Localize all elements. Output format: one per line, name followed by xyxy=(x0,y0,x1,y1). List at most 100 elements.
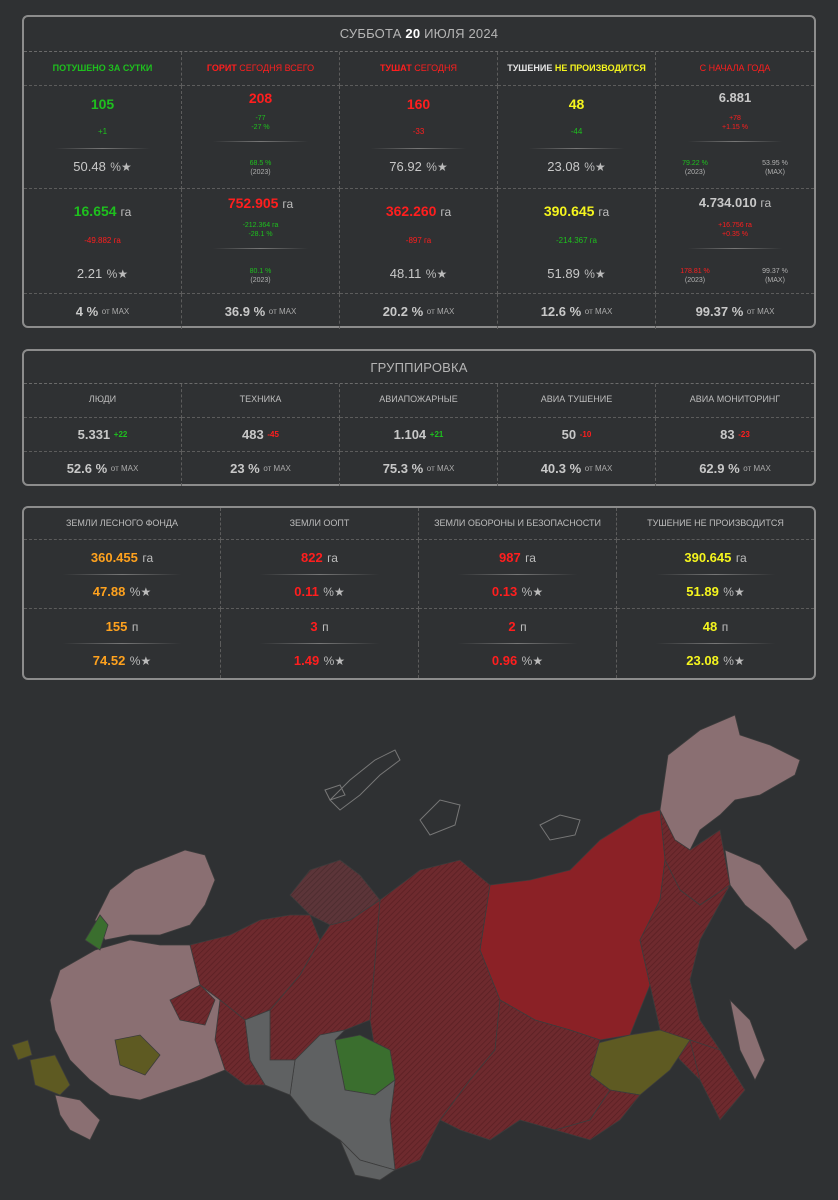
area-burning-delta-pct: -28.1 % xyxy=(248,231,273,238)
region-primorye[interactable] xyxy=(689,1039,746,1121)
date-day: 20 xyxy=(405,26,421,41)
forces-avia-monitoring: 83 -23 xyxy=(656,418,814,452)
header-burning-a: ГОРИТ xyxy=(206,63,237,73)
unit: п xyxy=(131,620,139,634)
separator xyxy=(656,643,775,644)
region-central[interactable] xyxy=(49,939,226,1101)
star-icon: %★ xyxy=(425,267,448,281)
forces-vehicles: 483 -45 xyxy=(182,418,340,452)
date-title: СУББОТА 20 ИЮЛЯ 2024 xyxy=(24,17,814,52)
area-year-value: 4.734.010 га xyxy=(656,195,814,210)
count-extinguished-delta: +1 xyxy=(97,127,108,136)
count-year-max-label: (MAX) xyxy=(765,169,785,176)
max-value: 36.9 % xyxy=(224,304,266,319)
max-value: 12.6 % xyxy=(540,304,582,319)
region-yamal[interactable] xyxy=(289,859,381,926)
star-icon: %★ xyxy=(723,585,745,599)
count-year-delta: +78 xyxy=(729,115,741,122)
separator xyxy=(63,643,181,644)
forces-people: 5.331 +22 xyxy=(24,418,182,452)
count-since-year: 6.881 +78 +1.15 % 79.22 % (2023) 53.95 %… xyxy=(656,86,814,189)
land-forest-area: 360.455 га xyxy=(24,540,221,575)
unit: га xyxy=(327,551,338,565)
land-notext-area: 390.645 га xyxy=(617,540,814,575)
area-year-max-label: (MAX) xyxy=(765,277,785,284)
value: 2 xyxy=(508,619,516,634)
land-protected-pct: 0.11 %★ xyxy=(221,575,419,609)
star-icon: %★ xyxy=(323,585,345,599)
area-burning: 752.905 га -212.364 га -28.1 % 80.1 % (2… xyxy=(182,189,340,294)
value: 47.88 xyxy=(92,584,126,599)
area-year-delta: +16.756 га xyxy=(718,222,752,229)
max-suffix: от MAX xyxy=(426,464,455,473)
count-year-delta-pct: +1.15 % xyxy=(722,124,748,131)
max-value: 52.6 % xyxy=(66,461,108,476)
value: 987 xyxy=(499,550,521,565)
pct-value: 23.08 xyxy=(547,159,580,174)
value: 0.96 xyxy=(491,653,518,668)
max-burning: 36.9 % от MAX xyxy=(182,294,340,329)
area-being-extinguished: 362.260 га -897 га 48.11 %★ xyxy=(340,189,498,294)
land-header-defense: ЗЕМЛИ ОБОРОНЫ И БЕЗОПАСНОСТИ xyxy=(419,508,617,540)
count-burning-delta: -77 xyxy=(255,115,266,122)
count-not-pct: 23.08 %★ xyxy=(498,158,655,176)
date-month-year: ИЮЛЯ 2024 xyxy=(424,26,499,41)
header-not-a: ТУШЕНИЕ xyxy=(507,63,555,73)
count-extinguishing-delta: -33 xyxy=(412,127,425,136)
value: 50 xyxy=(561,427,577,442)
unit: га xyxy=(282,197,294,211)
star-icon: %★ xyxy=(584,160,606,174)
unit: га xyxy=(440,205,452,219)
region-altai[interactable] xyxy=(339,1139,396,1181)
area-not-pct: 51.89 %★ xyxy=(498,265,655,283)
unit: га xyxy=(142,551,154,565)
region-zabaikalsky[interactable] xyxy=(553,1089,641,1141)
max-extinguished: 4 % от MAX xyxy=(24,294,182,329)
value: 4.734.010 xyxy=(698,195,757,210)
star-icon: %★ xyxy=(584,267,606,281)
fire-summary-panel: СУББОТА 20 ИЮЛЯ 2024 ПОТУШЕНО ЗА СУТКИ Г… xyxy=(22,15,816,329)
area-not-value: 390.645 га xyxy=(498,203,655,219)
count-extinguished: 105 +1 50.48 %★ xyxy=(24,86,182,189)
russia-regions-map[interactable] xyxy=(0,700,838,1200)
region-chukotka[interactable] xyxy=(659,714,801,851)
region-karelia-green[interactable] xyxy=(84,914,109,951)
separator xyxy=(656,574,775,575)
forces-header-avia-firemen: АВИАПОЖАРНЫЕ xyxy=(340,384,498,418)
header-year-label: С НАЧАЛА ГОДА xyxy=(699,63,771,73)
header-extinguished: ПОТУШЕНО ЗА СУТКИ xyxy=(24,52,182,86)
star-icon: %★ xyxy=(521,654,544,668)
land-defense-count: 2 п xyxy=(419,609,617,644)
count-being-extinguished: 160 -33 76.92 %★ xyxy=(340,86,498,189)
region-novaya-zemlya xyxy=(329,749,401,811)
value: 390.645 xyxy=(543,203,595,219)
unit: п xyxy=(322,620,329,634)
region-franz-josef xyxy=(324,784,346,801)
separator xyxy=(371,148,466,149)
region-amur[interactable] xyxy=(589,1029,691,1096)
max-value: 75.3 % xyxy=(382,461,424,476)
region-caspian-olive[interactable] xyxy=(29,1054,71,1096)
value: 83 xyxy=(720,427,735,442)
star-icon: %★ xyxy=(521,585,544,599)
region-south-olive[interactable] xyxy=(114,1034,161,1076)
region-crimea[interactable] xyxy=(11,1039,33,1061)
value: 0.13 xyxy=(491,584,518,599)
region-karelia[interactable] xyxy=(94,849,216,941)
land-defense-pct: 0.13 %★ xyxy=(419,575,617,609)
region-caucasus[interactable] xyxy=(54,1094,101,1141)
region-novosibirsk[interactable] xyxy=(289,1029,396,1171)
region-sakhalin[interactable] xyxy=(729,998,766,1081)
separator xyxy=(687,141,783,142)
region-kamchatka[interactable] xyxy=(724,849,809,951)
count-extinguishing-value: 160 xyxy=(406,96,431,112)
max-suffix: от MAX xyxy=(584,464,613,473)
max-value: 62.9 % xyxy=(699,461,740,476)
separator xyxy=(458,643,577,644)
land-notext-count-pct: 23.08 %★ xyxy=(617,644,814,678)
count-year-max-pct: 53.95 % xyxy=(762,160,788,167)
header-burning-b: СЕГОДНЯ ВСЕГО xyxy=(236,63,315,73)
region-moscow-area[interactable] xyxy=(169,984,216,1026)
value: 3 xyxy=(310,619,318,634)
count-not-value: 48 xyxy=(568,96,585,112)
